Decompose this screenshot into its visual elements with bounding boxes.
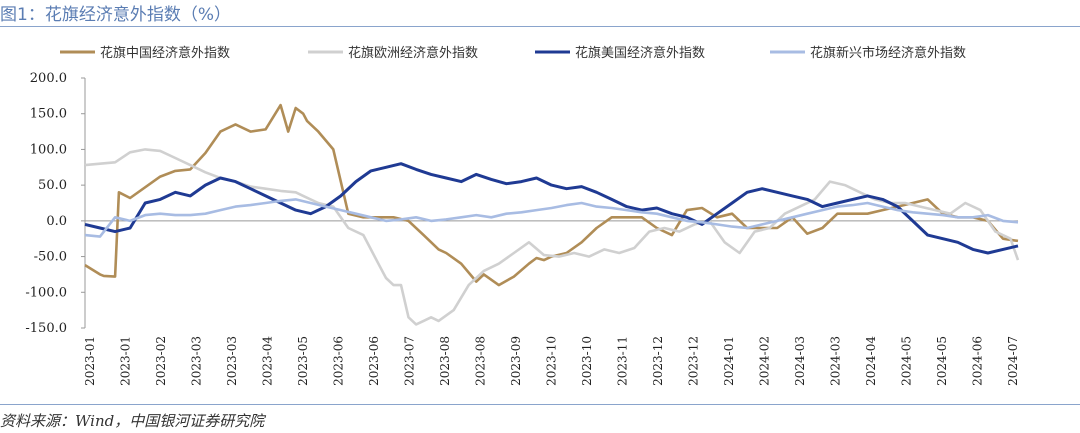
x-tick-label: 2023-08 <box>438 336 452 386</box>
legend-label: 花旗欧洲经济意外指数 <box>348 45 478 61</box>
x-tick-label: 2023-03 <box>190 336 204 386</box>
series-line-2 <box>84 148 1020 326</box>
x-tick-label: 2023-02 <box>154 336 168 386</box>
x-tick-label: 2023-03 <box>225 336 239 386</box>
x-tick-label: 2023-06 <box>332 336 346 386</box>
x-tick-label: 2024-01 <box>722 336 736 386</box>
y-tick-label: -50.0 <box>34 250 67 265</box>
x-tick-label: 2024-03 <box>829 336 843 386</box>
x-tick-label: 2023-12 <box>651 336 665 386</box>
series-line-4 <box>84 198 1019 238</box>
y-tick-label: 0.0 <box>46 214 67 229</box>
x-tick-label: 2023-10 <box>580 336 594 386</box>
y-axis: -150.0 -100.0 -50.0 0.0 50.0 100.0 150.0 200.0 <box>25 71 86 336</box>
source-note: 资料来源：Wind，中国银河证券研究院 <box>0 412 265 430</box>
x-tick-label: 2023-11 <box>616 336 630 386</box>
x-tick-label: 2023-12 <box>687 336 701 386</box>
x-tick-label: 2023-07 <box>403 336 417 386</box>
x-tick-label: 2024-06 <box>971 336 985 386</box>
x-tick-label: 2024-03 <box>793 336 807 386</box>
chart-legend: 花旗中国经济意外指数 花旗欧洲经济意外指数 花旗美国经济意外指数 花旗新兴市场经济意外… <box>60 45 966 61</box>
x-tick-label: 2023-10 <box>545 336 559 386</box>
figure-title: 图1：花旗经济意外指数（%） <box>0 5 231 25</box>
x-tick-label: 2024-05 <box>935 336 949 386</box>
legend-label: 花旗中国经济意外指数 <box>100 45 230 61</box>
line-chart: 花旗中国经济意外指数 花旗欧洲经济意外指数 花旗美国经济意外指数 花旗新兴市场经济意外… <box>25 45 1020 386</box>
x-tick-label: 2023-06 <box>367 336 381 386</box>
x-tick-label: 2023-01 <box>119 336 133 386</box>
x-tick-label: 2023-04 <box>261 336 275 386</box>
series-line-3 <box>84 162 1019 255</box>
top-divider <box>0 26 1080 27</box>
x-tick-label: 2024-07 <box>1006 336 1020 386</box>
x-tick-label: 2023-08 <box>474 336 488 386</box>
x-tick-label: 2024-05 <box>900 336 914 386</box>
y-tick-label: 100.0 <box>30 142 67 157</box>
x-axis: 2023-01 2023-01 2023-02 2023-03 2023-03 2023-… <box>83 220 1020 386</box>
y-tick-label: -100.0 <box>25 285 67 300</box>
x-tick-label: 2023-05 <box>296 336 310 386</box>
y-tick-label: 150.0 <box>30 107 67 122</box>
series-line-1 <box>84 103 1019 287</box>
bottom-divider <box>0 404 1080 405</box>
x-tick-label: 2024-02 <box>758 336 772 386</box>
x-tick-label: 2024-04 <box>864 336 878 386</box>
chart-series <box>84 103 1020 326</box>
y-tick-label: -150.0 <box>25 321 67 336</box>
y-tick-label: 200.0 <box>30 71 67 86</box>
x-tick-label: 2023-01 <box>83 336 97 386</box>
y-tick-label: 50.0 <box>38 178 67 193</box>
legend-label: 花旗美国经济意外指数 <box>575 45 705 61</box>
x-tick-label: 2023-09 <box>509 336 523 386</box>
legend-label: 花旗新兴市场经济意外指数 <box>810 45 966 61</box>
